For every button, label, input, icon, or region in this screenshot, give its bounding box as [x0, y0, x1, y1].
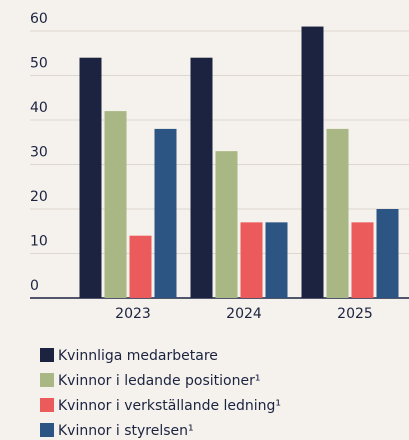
legend-swatch — [40, 373, 54, 387]
y-tick-label: 10 — [30, 234, 48, 250]
legend-swatch — [40, 348, 54, 362]
x-tick-label: 2023 — [115, 306, 151, 322]
legend-label: Kvinnor i styrelsen¹ — [58, 423, 194, 439]
y-tick-label: 50 — [30, 56, 48, 72]
x-tick-label: 2024 — [226, 306, 262, 322]
legend-label: Kvinnliga medarbetare — [58, 348, 218, 364]
y-tick-label: 20 — [30, 189, 48, 205]
bar — [326, 128, 349, 298]
bar — [351, 222, 374, 298]
bar — [376, 209, 399, 298]
bar — [154, 128, 177, 298]
bar — [240, 222, 263, 298]
y-tick-label: 40 — [30, 100, 48, 116]
x-tick-label: 2025 — [337, 306, 373, 322]
bar — [79, 57, 102, 299]
legend-label: Kvinnor i ledande positioner¹ — [58, 373, 260, 389]
bar — [129, 235, 152, 298]
legend-swatch — [40, 423, 54, 437]
legend-swatch — [40, 398, 54, 412]
y-tick-label: 60 — [30, 11, 48, 27]
y-tick-label: 30 — [30, 145, 48, 161]
bar — [301, 26, 324, 299]
legend-label: Kvinnor i verkställande ledning¹ — [58, 398, 281, 414]
bar — [215, 151, 238, 298]
bar — [190, 57, 213, 299]
bar — [104, 111, 127, 298]
y-tick-label: 0 — [30, 278, 39, 294]
bar — [265, 222, 288, 298]
